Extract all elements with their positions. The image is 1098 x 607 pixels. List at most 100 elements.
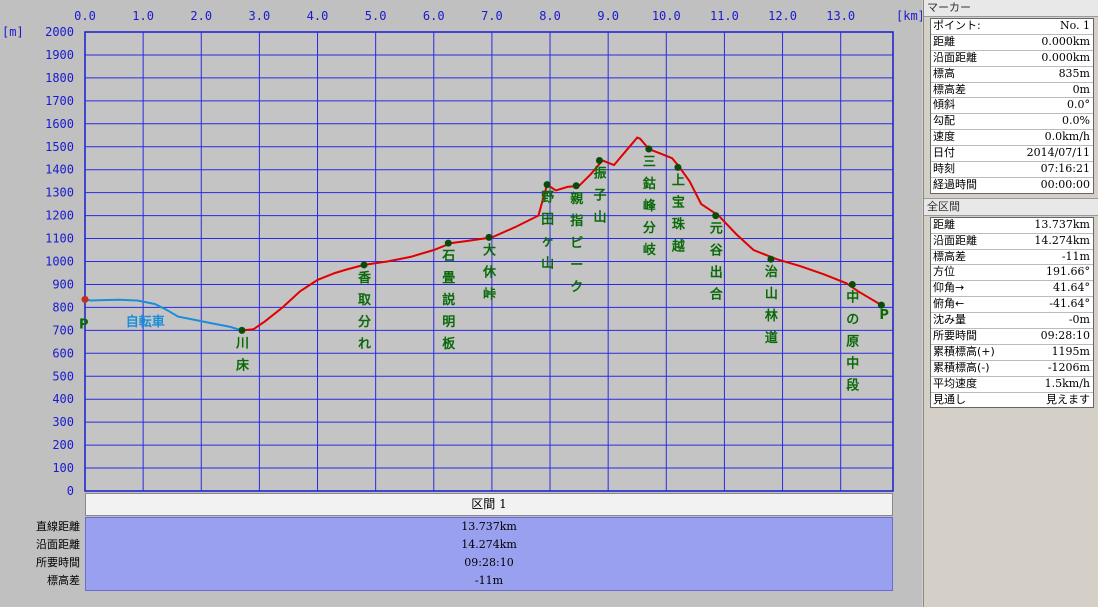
marker-value: 0.000km [1041,50,1090,64]
waypoint-label-char: 分 [358,314,371,330]
waypoint-dot [645,145,653,153]
total-key: 累積標高(+) [933,344,995,358]
marker-key: 距離 [933,34,955,48]
section-label-time: 所要時間 [36,556,80,569]
waypoint-label-char: 明 [442,315,455,330]
section-labels: 直線距離 沿面距離 所要時間 標高差 [0,518,80,590]
x-tick-label: 3.0 [249,9,271,23]
y-tick-label: 900 [52,277,74,291]
x-tick-label: 4.0 [307,9,329,23]
total-key: 沿面距離 [933,233,977,247]
marker-key: ポイント: [933,19,981,32]
section-header[interactable]: 区間 1 [85,493,893,516]
marker-value: 0m [1072,82,1090,96]
marker-row: 距離 0.000km [931,35,1093,51]
waypoint-label-char: 野 [541,191,554,206]
y-tick-label: 700 [52,323,74,337]
y-tick-label: 1400 [45,163,74,177]
total-value: -41.64° [1049,297,1090,311]
total-row: 所要時間 09:28:10 [931,329,1093,345]
waypoint-label-char: 川 [235,336,249,351]
x-tick-label: 5.0 [365,9,387,23]
section-value-elev-diff: -11m [474,574,504,587]
marker-row: ポイント: No. 1 [931,19,1093,35]
total-row: 方位 191.66° [931,265,1093,282]
section-value-surface: 14.274km [461,538,517,551]
waypoint-dot [712,212,720,220]
total-value: 09:28:10 [1040,329,1090,343]
marker-value: 07:16:21 [1040,162,1090,176]
total-key: 方位 [933,265,955,279]
waypoint-label: 大休峠 [482,242,497,302]
waypoints: 川床香取分れ石畳説明板大休峠野田ヶ山親指ピーク振子山三鈷峰分岐上宝珠越元谷出合治… [235,145,859,393]
marker-row: 沿面距離 0.000km [931,51,1093,67]
section-value-time: 09:28:10 [464,556,514,569]
marker-value: 0.000km [1041,34,1090,48]
marker-value: No. 1 [1059,19,1090,32]
total-row: 沈み量 -0m [931,313,1093,330]
waypoint-dot [543,181,551,189]
total-key: 沈み量 [933,313,966,327]
waypoint-dot [595,157,603,165]
start-dot [81,295,89,303]
waypoint-label-char: 峰 [643,198,657,214]
x-tick-label: 6.0 [423,9,445,23]
y-tick-label: 100 [52,461,74,475]
total-row: 平均速度 1.5km/h [931,377,1093,393]
waypoint-label-char: 親 [570,191,583,207]
total-key: 俯角← [933,297,965,311]
elevation-profile-chart[interactable]: 0.0 1.0 2.0 3.0 4.0 5.0 6.0 7.0 8.0 9.0 10.0 11.0 12… [0,0,922,495]
waypoint-label-char: 林 [765,308,778,324]
marker-value: 2014/07/11 [1026,146,1090,160]
waypoint-label-char: 鈷 [643,176,656,192]
waypoint-dot [360,261,368,269]
x-axis-unit: [km] [896,9,922,23]
total-row: 累積標高(+) 1195m [931,345,1093,361]
x-tick-label: 7.0 [481,9,503,23]
waypoint-dot [444,239,452,247]
x-tick-label: 12.0 [768,9,797,23]
waypoint-label-char: 宝 [672,194,685,210]
y-tick-label: 0 [67,484,74,495]
waypoint-label-char: 石 [441,249,455,264]
elevation-chart-area: 0.0 1.0 2.0 3.0 4.0 5.0 6.0 7.0 8.0 9.0 10.0 11.0 12… [0,0,922,607]
marker-row: 経過時間 00:00:00 [931,178,1093,193]
waypoint-label-char: 越 [671,238,686,254]
total-value: 1195m [1051,344,1090,358]
marker-key: 標高差 [933,82,966,96]
y-tick-label: 1100 [45,232,74,246]
total-table: 距離 13.737km 沿面距離 14.274km 標高差 -11m 方位 191.66° 仰角… [930,216,1094,409]
y-tick-label: 500 [52,369,74,383]
waypoint-label-char: 合 [710,287,724,303]
waypoint-label-char: 分 [643,220,656,236]
waypoint-label-char: 香 [357,270,372,286]
marker-key: 勾配 [933,114,955,128]
y-tick-label: 1000 [45,255,74,269]
marker-row: 勾配 0.0% [931,114,1093,131]
total-value: -11m [1061,249,1090,263]
waypoint-label-char: 説 [442,292,455,308]
waypoint-label-char: ヶ [541,235,554,250]
y-axis-ticks: 0 100 200 300 400 500 600 700 800 900 1000 1100 1200… [45,25,74,495]
x-tick-label: 2.0 [190,9,212,23]
waypoint-label-char: 大 [483,242,496,258]
waypoint-dot [572,182,580,190]
total-value: 191.66° [1046,265,1090,279]
marker-row: 速度 0.0km/h [931,130,1093,147]
total-value: 41.64° [1053,281,1090,295]
total-key: 仰角→ [933,281,965,295]
waypoint-label-char: 取 [358,293,372,308]
y-tick-label: 1800 [45,71,74,85]
y-tick-label: 1300 [45,186,74,200]
marker-key: 時刻 [933,162,955,176]
waypoint-label-char: ク [570,280,583,295]
waypoint-label-char: 中 [846,289,859,305]
waypoint-dot [767,255,775,263]
waypoint-label-char: 出 [710,265,723,281]
total-key: 標高差 [933,249,966,263]
bicycle-series-label: 自転車 [126,314,165,330]
